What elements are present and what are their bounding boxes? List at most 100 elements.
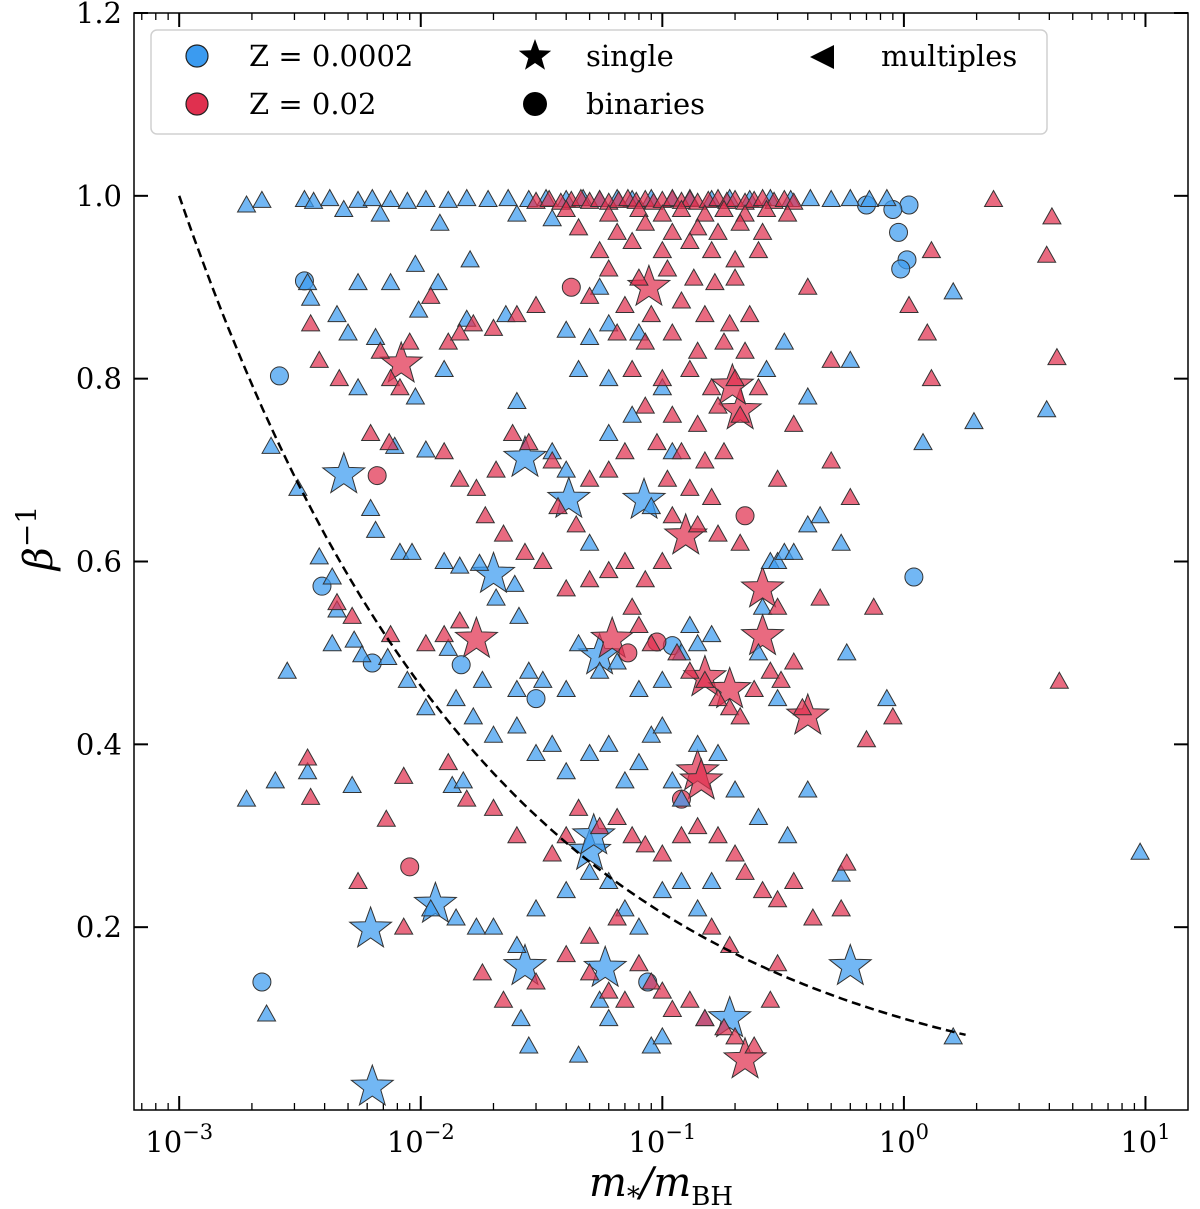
data-point-triangle <box>821 350 842 368</box>
data-point-triangle <box>767 889 788 908</box>
data-point-triangle <box>687 514 708 533</box>
data-point-triangle <box>438 332 459 350</box>
data-point-triangle <box>687 898 708 917</box>
data-point-triangle <box>463 313 484 332</box>
data-point-triangle <box>831 898 852 917</box>
data-point-triangle <box>671 871 692 889</box>
data-point-triangle <box>652 844 673 862</box>
data-point-star <box>740 613 785 656</box>
data-point-triangle <box>629 679 649 697</box>
data-point-triangle <box>622 825 643 844</box>
data-point-triangle <box>629 953 649 972</box>
data-point-triangle <box>719 313 740 332</box>
legend-label-high-z: Z = 0.02 <box>249 87 376 121</box>
data-point-triangle <box>730 213 751 231</box>
data-point-triangle <box>635 834 656 853</box>
data-point-triangle <box>556 199 577 218</box>
data-point-triangle <box>511 1008 531 1027</box>
data-point-triangle <box>579 926 600 944</box>
data-point-triangle <box>434 551 455 569</box>
data-point-triangle <box>589 661 610 679</box>
data-point-triangle <box>598 204 619 222</box>
legend-label-binaries: binaries <box>586 87 705 121</box>
data-point-star <box>348 905 393 949</box>
data-point-triangle <box>662 222 683 240</box>
data-point-triangle <box>657 258 678 277</box>
data-point-triangle <box>752 222 773 240</box>
data-point-triangle <box>607 222 627 240</box>
data-point-triangle <box>662 770 683 789</box>
data-point-triangle <box>882 706 903 725</box>
data-point-triangle <box>236 789 257 807</box>
data-point-triangle <box>493 524 514 542</box>
data-point-triangle <box>483 798 504 816</box>
data-point-triangle <box>556 460 577 478</box>
data-point-triangle <box>836 642 857 661</box>
data-point-triangle <box>589 277 610 295</box>
data-point-triangle <box>390 542 410 560</box>
data-point-triangle <box>701 240 722 259</box>
data-point-triangle <box>797 277 818 295</box>
data-point-star <box>349 1063 395 1107</box>
data-point-triangle <box>598 981 619 999</box>
data-point-triangle <box>556 679 577 697</box>
data-point-triangle <box>526 971 546 990</box>
data-point-triangle <box>687 414 708 432</box>
data-point-triangle <box>493 990 514 1008</box>
data-point-triangle <box>589 990 610 1008</box>
data-point-triangle <box>783 192 804 210</box>
data-point-triangle <box>767 597 788 615</box>
data-point-triangle <box>744 679 765 697</box>
dashed-curve <box>178 195 966 1037</box>
x-title-slash: /m <box>636 1160 691 1206</box>
data-point-triangle <box>568 359 589 378</box>
tick-labels: 10−3 10−2 10−1 100 101 0.2 0.4 0.6 0.8 1.0 1.2 <box>76 0 1171 1159</box>
data-point-triangle <box>472 962 493 981</box>
data-point-triangle <box>803 908 823 926</box>
data-point-triangle <box>449 610 470 629</box>
data-point-triangle <box>456 789 477 807</box>
data-point-triangle <box>297 748 318 766</box>
data-point-triangle <box>836 853 857 871</box>
data-point-triangle <box>899 295 919 314</box>
data-point-triangle <box>774 332 795 350</box>
data-point-triangle <box>579 962 600 981</box>
data-point-triangle <box>265 770 286 789</box>
data-point-triangle <box>486 460 506 478</box>
data-point-triangle <box>322 567 343 585</box>
data-point-triangle <box>556 944 577 963</box>
data-point-circle <box>451 655 471 675</box>
data-point-triangle <box>507 716 527 734</box>
data-point-triangle <box>708 222 728 240</box>
y-tick-label: 0.4 <box>76 727 122 761</box>
data-point-triangle <box>687 734 708 752</box>
data-point-triangle <box>607 652 627 670</box>
data-point-triangle <box>671 290 692 309</box>
data-point-triangle <box>635 569 656 588</box>
data-point-triangle <box>943 281 964 300</box>
data-point-triangle <box>725 249 745 268</box>
data-point-triangle <box>615 551 635 569</box>
data-point-triangle <box>735 341 755 359</box>
data-point-triangle <box>507 679 527 697</box>
data-point-triangle <box>1130 842 1150 860</box>
data-point-triangle <box>365 520 386 538</box>
data-point-triangle <box>486 588 506 606</box>
data-point-triangle <box>797 780 818 798</box>
data-point-triangle <box>662 405 683 423</box>
data-point-triangle <box>695 670 715 688</box>
data-point-triangle <box>695 304 715 323</box>
data-point-triangle <box>598 423 619 442</box>
data-point-triangle <box>256 1003 277 1022</box>
data-point-triangle <box>657 469 678 487</box>
data-point-triangle <box>589 240 610 259</box>
data-point-triangle <box>434 624 455 643</box>
data-point-triangle <box>679 990 700 1008</box>
data-point-triangle <box>1042 206 1062 225</box>
data-point-triangle <box>568 633 589 652</box>
data-point-triangle <box>579 469 600 487</box>
data-point-triangle <box>380 272 401 291</box>
data-point-triangle <box>756 199 777 218</box>
data-point-triangle <box>797 514 818 533</box>
data-point-triangle <box>420 286 441 304</box>
